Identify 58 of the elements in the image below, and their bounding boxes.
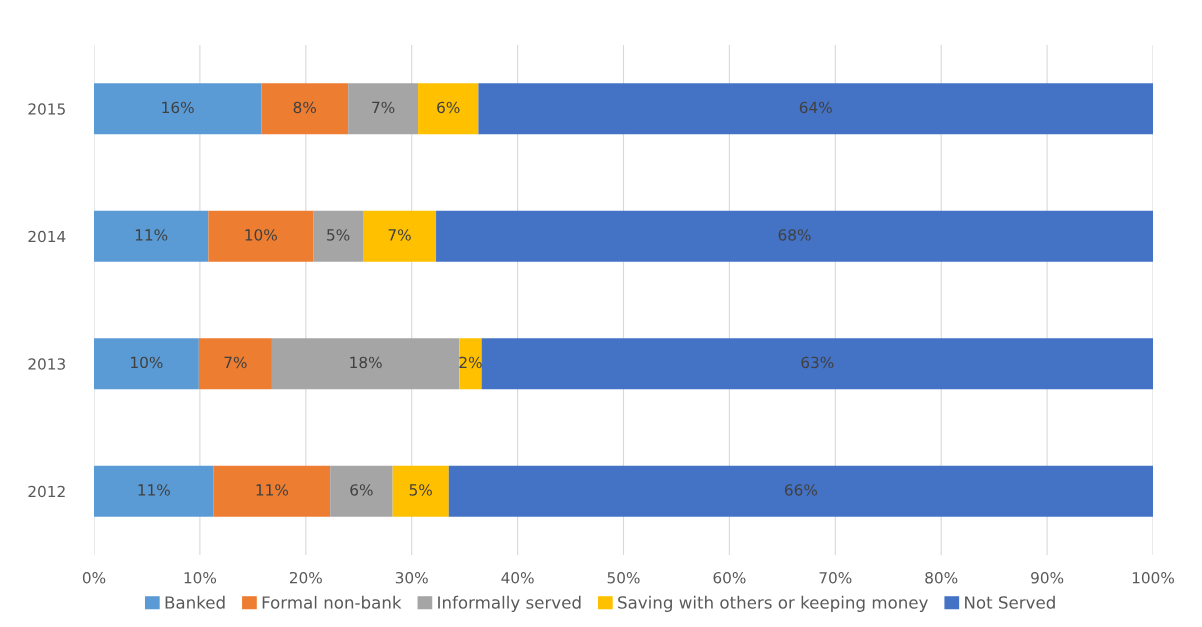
bar bbox=[213, 465, 331, 517]
bar bbox=[94, 83, 262, 135]
data-label: 7% bbox=[224, 356, 247, 369]
legend-label: Formal non-bank bbox=[262, 595, 402, 609]
bar bbox=[94, 210, 209, 262]
data-label: 11% bbox=[256, 484, 289, 496]
x-tick-label: 90% bbox=[1031, 571, 1064, 584]
x-tick-label: 30% bbox=[395, 571, 428, 584]
bar bbox=[261, 83, 349, 135]
x-tick-label: 40% bbox=[501, 571, 534, 584]
legend-label: Saving with others or keeping money bbox=[618, 595, 928, 612]
legend-label: Informally served bbox=[438, 595, 581, 612]
data-label: 18% bbox=[350, 356, 382, 369]
data-label: 5% bbox=[409, 484, 432, 496]
data-label: 16% bbox=[162, 101, 194, 114]
x-tick-label: 0% bbox=[82, 571, 106, 584]
legend-label: Banked bbox=[165, 595, 225, 609]
bar bbox=[448, 465, 1153, 517]
legend-label: Not Served bbox=[965, 595, 1055, 609]
bar bbox=[348, 83, 419, 135]
bar bbox=[481, 338, 1153, 390]
bar bbox=[392, 465, 449, 517]
x-tick-label: 10% bbox=[184, 571, 217, 584]
x-tick-label: 80% bbox=[925, 571, 958, 584]
x-tick-label: 100% bbox=[1132, 571, 1174, 584]
data-label: 7% bbox=[388, 229, 411, 241]
bar bbox=[436, 210, 1153, 262]
bar bbox=[208, 210, 314, 262]
y-tick-label: 2015 bbox=[28, 103, 65, 115]
data-label: 66% bbox=[784, 484, 818, 496]
x-tick-label: 60% bbox=[713, 571, 746, 584]
bar bbox=[271, 338, 460, 390]
y-tick-label: 2013 bbox=[28, 358, 65, 370]
bar bbox=[418, 83, 479, 135]
data-label: 11% bbox=[138, 484, 170, 496]
x-tick-label: 20% bbox=[289, 571, 322, 584]
bar bbox=[198, 338, 272, 390]
bar bbox=[478, 83, 1153, 135]
x-tick-label: 50% bbox=[607, 571, 640, 584]
bar bbox=[330, 465, 393, 517]
bar bbox=[94, 465, 214, 517]
data-label: 6% bbox=[350, 484, 373, 496]
bar bbox=[313, 210, 363, 262]
y-tick-label: 2012 bbox=[28, 485, 65, 498]
data-label: 5% bbox=[327, 229, 350, 241]
y-tick-label: 2014 bbox=[28, 230, 66, 243]
data-label: 8% bbox=[293, 101, 317, 114]
data-label: 63% bbox=[801, 356, 834, 369]
data-label: 7% bbox=[372, 101, 395, 114]
data-label: 68% bbox=[778, 229, 811, 241]
data-label: 10% bbox=[245, 229, 277, 241]
data-label: 64% bbox=[799, 101, 832, 114]
bar bbox=[362, 210, 437, 262]
data-label: 11% bbox=[135, 229, 168, 241]
data-label: 10% bbox=[131, 356, 163, 369]
x-tick-label: 70% bbox=[819, 571, 852, 584]
bar bbox=[94, 338, 199, 390]
data-label: 6% bbox=[437, 101, 460, 114]
